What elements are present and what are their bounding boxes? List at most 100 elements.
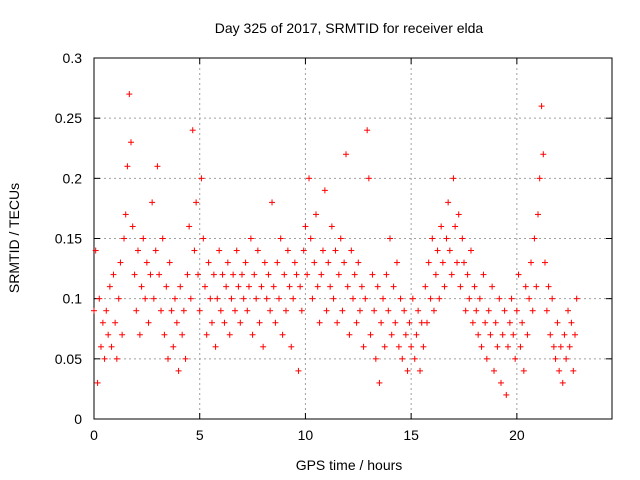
data-point xyxy=(182,355,189,362)
data-point xyxy=(520,367,527,374)
data-point xyxy=(297,283,304,290)
data-point xyxy=(557,343,564,350)
data-point xyxy=(288,343,295,350)
data-point xyxy=(570,367,577,374)
data-point xyxy=(356,307,363,314)
data-point xyxy=(191,247,198,254)
data-point xyxy=(372,355,379,362)
data-point xyxy=(371,307,378,314)
data-point xyxy=(166,259,173,266)
data-point xyxy=(171,295,178,302)
data-point xyxy=(108,343,115,350)
data-point xyxy=(524,331,531,338)
data-point xyxy=(469,319,476,326)
data-point xyxy=(438,223,445,230)
data-point xyxy=(173,319,180,326)
data-point xyxy=(408,343,415,350)
data-point xyxy=(355,259,362,266)
x-tick-label: 20 xyxy=(509,427,525,443)
data-point xyxy=(452,223,459,230)
data-point xyxy=(427,295,434,302)
data-point xyxy=(360,343,367,350)
data-point xyxy=(483,355,490,362)
data-point xyxy=(461,259,467,266)
data-point xyxy=(177,283,184,290)
data-point xyxy=(208,319,215,326)
data-point xyxy=(332,247,339,254)
data-point xyxy=(240,295,247,302)
data-point xyxy=(348,247,355,254)
data-point xyxy=(281,271,288,278)
data-point xyxy=(358,283,365,290)
data-point xyxy=(327,283,334,290)
data-point xyxy=(350,295,356,302)
data-point xyxy=(319,247,326,254)
data-point xyxy=(413,331,420,338)
data-point xyxy=(207,295,214,302)
data-point xyxy=(254,247,261,254)
data-point xyxy=(549,295,556,302)
data-point xyxy=(353,319,360,326)
data-point xyxy=(374,283,381,290)
data-point xyxy=(161,331,168,338)
data-point xyxy=(203,331,210,338)
data-point xyxy=(128,139,134,146)
grid-lines xyxy=(94,58,612,419)
data-point xyxy=(445,199,452,206)
data-point xyxy=(383,271,390,278)
data-point xyxy=(253,295,260,302)
data-point xyxy=(170,343,177,350)
data-point xyxy=(499,331,506,338)
data-point xyxy=(110,271,117,278)
data-point xyxy=(307,235,314,242)
data-point xyxy=(334,319,341,326)
data-point xyxy=(179,331,186,338)
data-point xyxy=(501,307,508,314)
data-point xyxy=(309,295,316,302)
data-point xyxy=(566,343,573,350)
data-point xyxy=(475,331,482,338)
data-point xyxy=(96,295,103,302)
data-point xyxy=(485,307,492,314)
data-point xyxy=(323,307,330,314)
data-point xyxy=(415,307,422,314)
data-point xyxy=(168,307,175,314)
data-point xyxy=(390,283,397,290)
data-point xyxy=(277,235,284,242)
data-point xyxy=(224,259,231,266)
data-point xyxy=(536,175,543,182)
data-point xyxy=(351,271,358,278)
data-point xyxy=(455,211,462,218)
x-tick-label: 5 xyxy=(196,427,204,443)
x-tick-labels: 0 5 10 15 20 xyxy=(90,427,525,443)
data-point xyxy=(538,103,545,110)
data-point xyxy=(330,295,337,302)
data-point xyxy=(541,259,548,266)
data-point xyxy=(420,343,427,350)
data-point xyxy=(533,283,540,290)
data-point xyxy=(131,271,138,278)
data-point xyxy=(113,355,120,362)
data-point xyxy=(156,271,163,278)
data-point xyxy=(210,271,217,278)
data-point xyxy=(432,271,439,278)
data-point xyxy=(487,331,494,338)
data-point xyxy=(311,259,318,266)
data-point xyxy=(200,235,207,242)
data-point xyxy=(291,259,298,266)
data-point xyxy=(286,283,293,290)
data-point xyxy=(150,295,157,302)
data-point xyxy=(142,295,149,302)
data-point xyxy=(543,307,550,314)
data-point xyxy=(526,295,533,302)
data-point xyxy=(402,331,409,338)
data-point xyxy=(180,307,187,314)
y-tick-label: 0.1 xyxy=(63,291,83,307)
data-point xyxy=(393,259,400,266)
data-point xyxy=(165,355,171,362)
data-point xyxy=(226,331,233,338)
data-point xyxy=(223,283,230,290)
data-point xyxy=(237,319,244,326)
data-point xyxy=(92,247,99,254)
data-point xyxy=(198,175,205,182)
